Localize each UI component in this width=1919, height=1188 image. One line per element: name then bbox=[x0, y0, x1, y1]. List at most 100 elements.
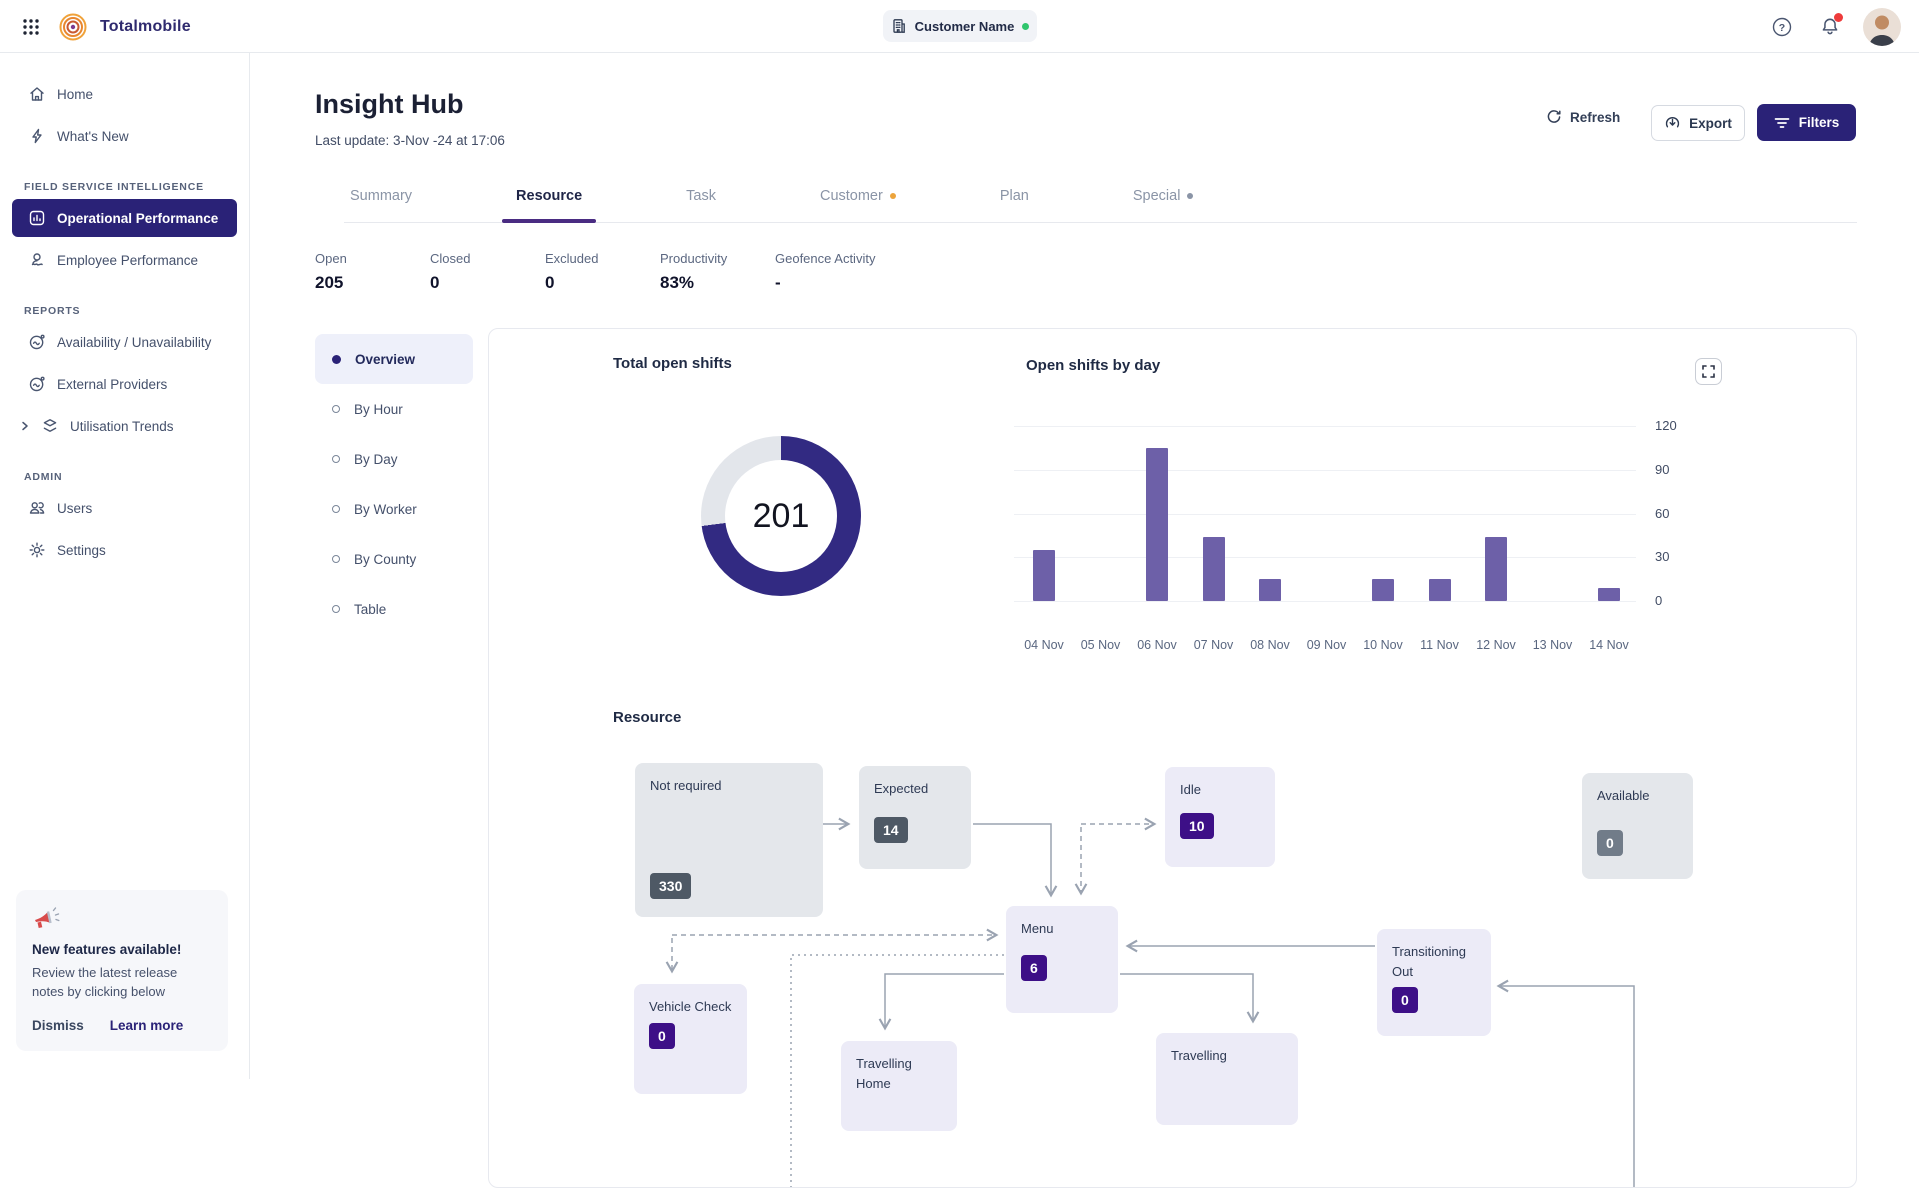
tab-label: Special bbox=[1132, 188, 1181, 204]
sidebar-item-label: Employee Performance bbox=[57, 252, 199, 268]
dashboard-card: Total open shifts 201 Open shifts by day… bbox=[488, 328, 1857, 1188]
active-tab-underline bbox=[502, 219, 597, 223]
tab-indicator-dot bbox=[1187, 193, 1194, 199]
gridline bbox=[1014, 557, 1636, 559]
section-nav-by-day[interactable]: By Day bbox=[315, 434, 473, 484]
section-nav-label: By County bbox=[354, 551, 417, 567]
bar-chart-title: Open shifts by day bbox=[1026, 357, 1161, 374]
apps-grid-icon[interactable] bbox=[16, 12, 46, 42]
top-bar: Totalmobile Customer Name ? bbox=[0, 0, 1919, 53]
tab-label: Plan bbox=[999, 188, 1029, 204]
section-nav-by-hour[interactable]: By Hour bbox=[315, 384, 473, 434]
diagram-node-idle[interactable]: Idle 10 bbox=[1165, 767, 1275, 867]
user-avatar[interactable] bbox=[1863, 7, 1901, 46]
export-button[interactable]: Export bbox=[1651, 105, 1745, 141]
y-axis-tick: 90 bbox=[1655, 461, 1670, 477]
x-axis-tick: 09 Nov bbox=[1306, 638, 1347, 652]
sidebar-item-label: Settings bbox=[57, 542, 106, 558]
customer-name: Customer Name bbox=[914, 18, 1015, 34]
tab-customer[interactable]: Customer bbox=[814, 188, 902, 222]
chart-line-icon bbox=[28, 333, 46, 351]
section-nav-label: By Hour bbox=[354, 401, 403, 417]
diagram-node-travelling[interactable]: Travelling bbox=[1156, 1033, 1298, 1125]
section-nav-label: By Worker bbox=[354, 501, 417, 517]
person-icon bbox=[28, 251, 46, 269]
section-nav-label: By Day bbox=[354, 451, 398, 467]
node-count-badge: 0 bbox=[649, 1022, 675, 1049]
diagram-node-travelling-home[interactable]: Travelling Home bbox=[841, 1041, 957, 1131]
sidebar-item-operational-performance[interactable]: Operational Performance bbox=[12, 199, 237, 237]
sidebar-item-settings[interactable]: Settings bbox=[12, 531, 237, 569]
y-axis-tick: 0 bbox=[1655, 593, 1663, 608]
sidebar-item-utilisation-trends[interactable]: Utilisation Trends bbox=[12, 407, 237, 445]
x-axis-tick: 06 Nov bbox=[1137, 638, 1177, 652]
expand-icon[interactable] bbox=[1695, 358, 1722, 385]
tab-task[interactable]: Task bbox=[680, 188, 722, 222]
promo-card: New features available! Review the lates… bbox=[16, 890, 228, 1051]
diagram-node-expected[interactable]: Expected 14 bbox=[859, 766, 971, 869]
refresh-button[interactable]: Refresh bbox=[1546, 109, 1620, 125]
sidebar-item-users[interactable]: Users bbox=[12, 489, 237, 527]
promo-title: New features available! bbox=[32, 942, 182, 957]
section-nav-by-county[interactable]: By County bbox=[315, 534, 473, 584]
sidebar-item-home[interactable]: Home bbox=[12, 75, 237, 113]
tab-resource[interactable]: Resource bbox=[502, 188, 597, 223]
tab-summary[interactable]: Summary bbox=[344, 188, 418, 222]
node-label: Travelling Home bbox=[856, 1056, 912, 1091]
stat-label: Closed bbox=[430, 251, 471, 266]
tab-label: Resource bbox=[516, 188, 583, 204]
learn-more-link[interactable]: Learn more bbox=[109, 1017, 184, 1033]
stat-productivity: Productivity 83% bbox=[660, 251, 775, 293]
diagram-node-not-required[interactable]: Not required 330 bbox=[635, 763, 823, 917]
resource-flow-diagram: Not required 330 Expected 14 Idle 10 Available… bbox=[489, 329, 1856, 1187]
notifications-bell-icon[interactable] bbox=[1815, 12, 1845, 42]
sidebar: Home What's New FIELD SERVICE INTELLIGENCE… bbox=[0, 53, 250, 1079]
home-icon bbox=[28, 85, 46, 103]
sidebar-item-label: What's New bbox=[57, 128, 129, 144]
y-axis-tick: 120 bbox=[1655, 418, 1677, 433]
y-axis-tick: 60 bbox=[1655, 505, 1670, 521]
diagram-node-vehicle-check[interactable]: Vehicle Check 0 bbox=[634, 984, 747, 1094]
node-label: Expected bbox=[874, 781, 929, 796]
bar-08-nov bbox=[1259, 579, 1281, 601]
sidebar-item-external-providers[interactable]: External Providers bbox=[12, 365, 237, 403]
gear-icon bbox=[28, 541, 46, 559]
bar-04-nov bbox=[1033, 549, 1055, 601]
layers-icon bbox=[41, 417, 59, 435]
sidebar-item-what-s-new[interactable]: What's New bbox=[12, 117, 237, 155]
help-icon[interactable]: ? bbox=[1767, 12, 1797, 42]
node-label: Vehicle Check bbox=[649, 999, 732, 1014]
diagram-node-available[interactable]: Available 0 bbox=[1582, 773, 1693, 879]
stat-value: 0 bbox=[430, 273, 440, 292]
bolt-icon bbox=[28, 127, 46, 145]
tab-plan[interactable]: Plan bbox=[994, 188, 1035, 222]
sidebar-item-availability-unavailability[interactable]: Availability / Unavailability bbox=[12, 323, 237, 361]
chevron-right-icon[interactable] bbox=[20, 421, 30, 431]
bar-12-nov bbox=[1485, 536, 1507, 601]
node-label: Available bbox=[1597, 788, 1650, 803]
y-axis-tick: 30 bbox=[1655, 549, 1670, 565]
section-nav-label: Overview bbox=[355, 351, 416, 367]
filters-button[interactable]: Filters bbox=[1757, 104, 1856, 141]
node-count-badge: 0 bbox=[1392, 987, 1418, 1013]
tab-special[interactable]: Special bbox=[1127, 188, 1200, 222]
diagram-node-menu[interactable]: Menu 6 bbox=[1006, 906, 1118, 1013]
node-label: Not required bbox=[650, 778, 722, 793]
sidebar-section-label: ADMIN bbox=[24, 471, 63, 483]
stat-closed: Closed 0 bbox=[430, 251, 545, 293]
diagram-node-transitioning-out[interactable]: Transitioning Out 0 bbox=[1377, 929, 1491, 1036]
svg-text:?: ? bbox=[1779, 22, 1785, 34]
gridline bbox=[1014, 513, 1636, 515]
x-axis-tick: 10 Nov bbox=[1363, 638, 1403, 652]
report-section-nav: Overview By Hour By Day By Worker By County T… bbox=[315, 334, 473, 634]
megaphone-icon bbox=[32, 906, 212, 932]
stat-label: Geofence Activity bbox=[775, 251, 876, 266]
customer-switcher[interactable]: Customer Name bbox=[883, 10, 1037, 42]
x-axis-tick: 07 Nov bbox=[1193, 638, 1234, 652]
sidebar-item-employee-performance[interactable]: Employee Performance bbox=[12, 241, 237, 279]
section-nav-by-worker[interactable]: By Worker bbox=[315, 484, 473, 534]
section-nav-overview[interactable]: Overview bbox=[315, 334, 473, 384]
section-nav-table[interactable]: Table bbox=[315, 584, 473, 634]
dismiss-link[interactable]: Dismiss bbox=[32, 1017, 84, 1033]
sidebar-item-label: Users bbox=[57, 500, 93, 516]
